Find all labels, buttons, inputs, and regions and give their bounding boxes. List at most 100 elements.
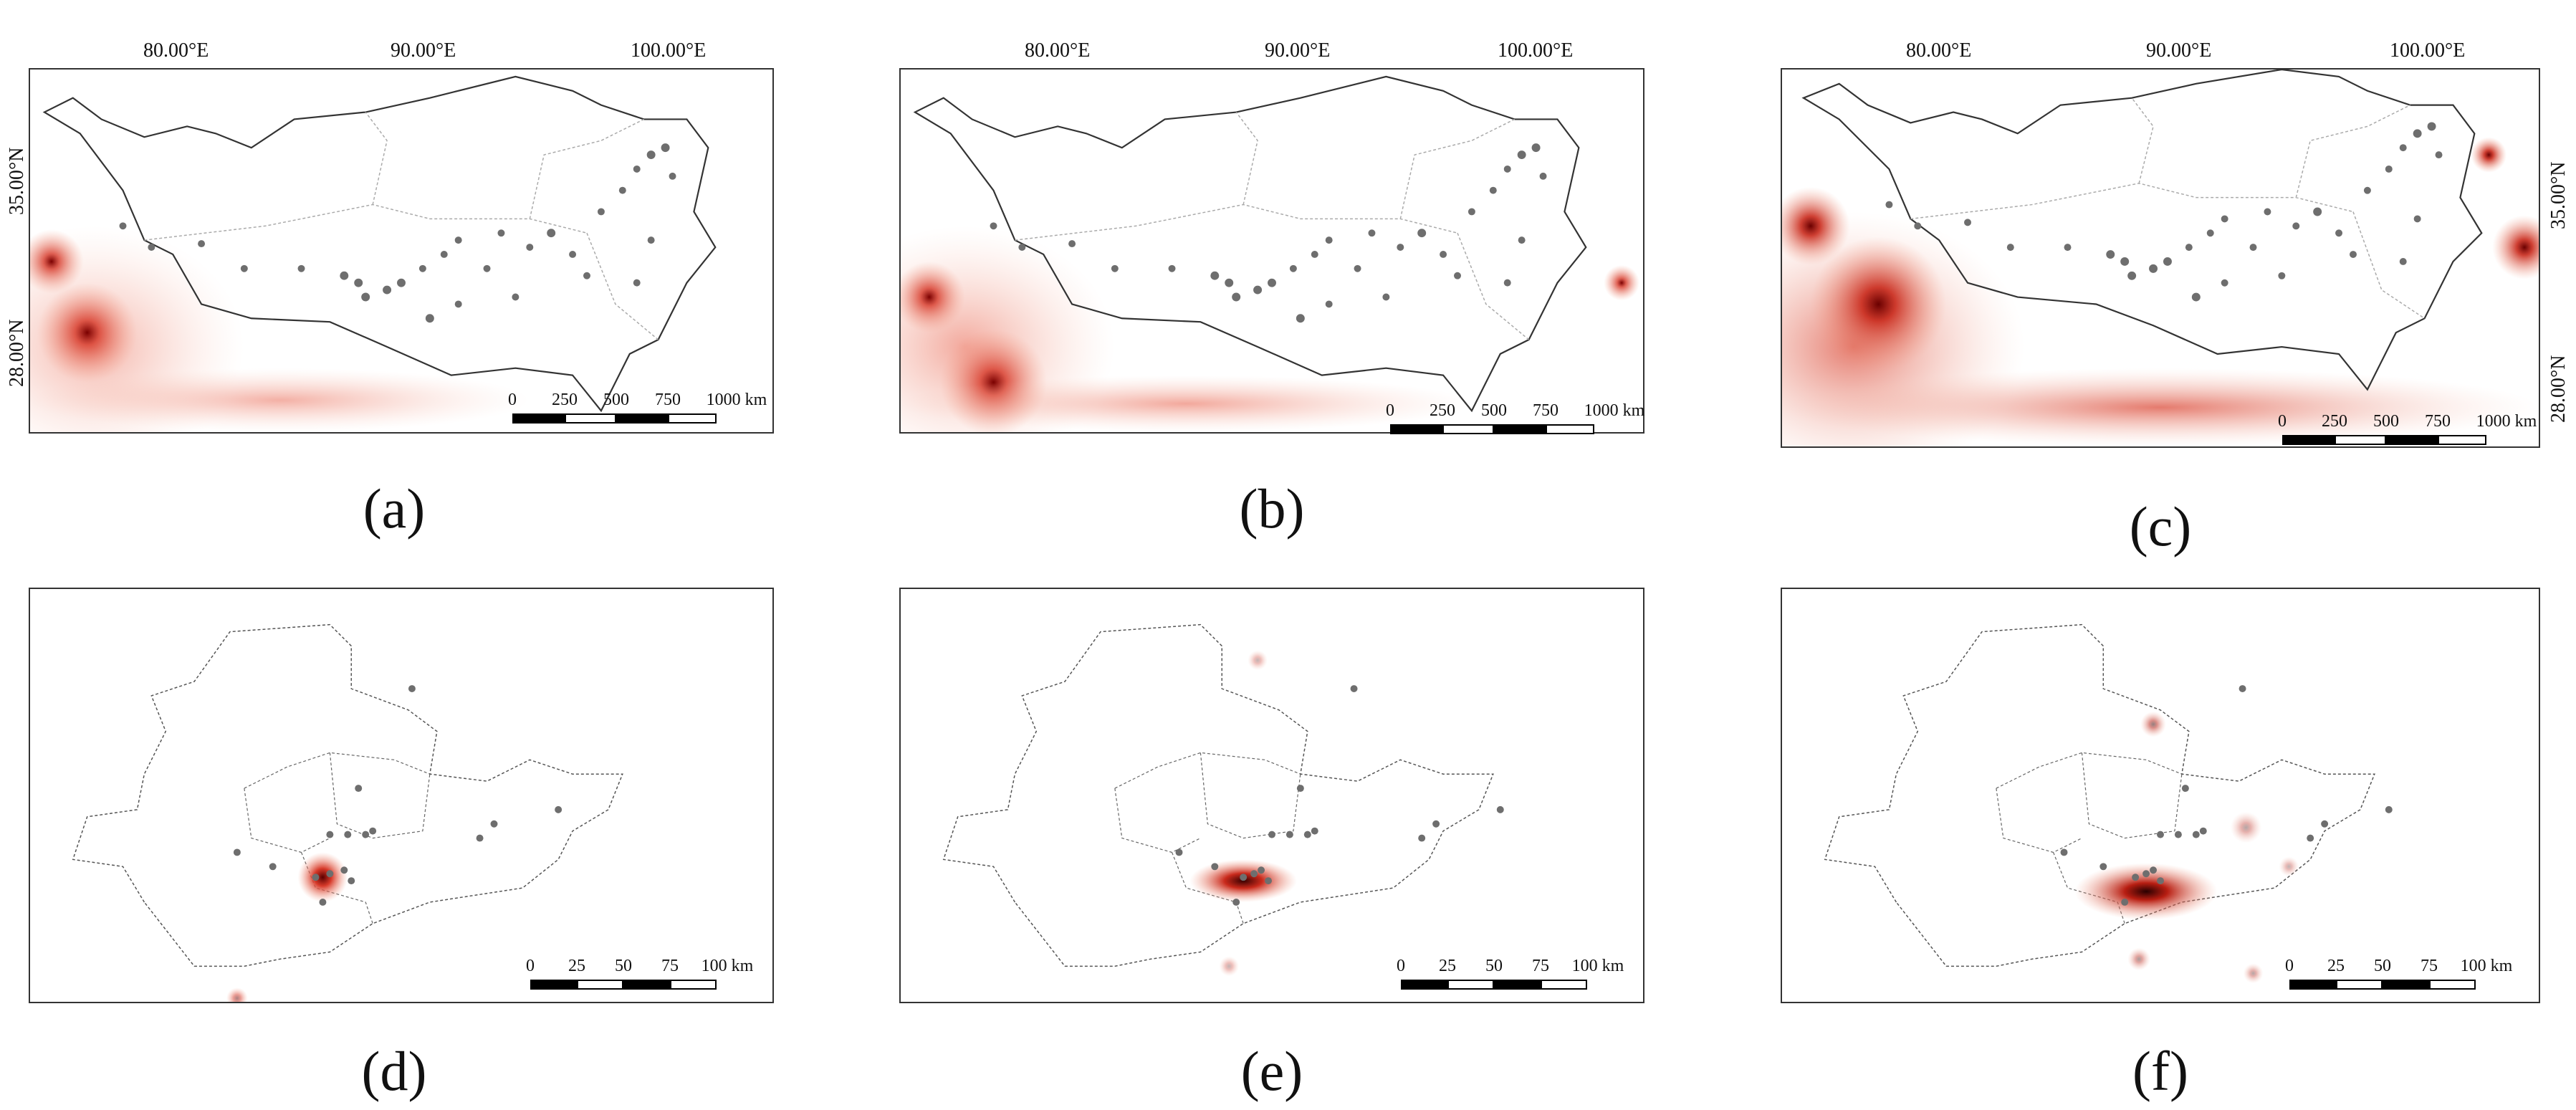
scalebar-c-1000: 1000 km xyxy=(2476,412,2537,431)
nightlight-hotspot-c1 xyxy=(1810,236,1947,372)
scalebar-e-25: 25 xyxy=(1439,957,1456,975)
nightlight-edge-d xyxy=(226,987,248,1002)
region-outline-f xyxy=(1824,623,2375,967)
scalebar-b-seg4 xyxy=(1546,424,1594,434)
scalebar-a-0: 0 xyxy=(508,391,517,409)
scalebar-c-seg3 xyxy=(2386,435,2438,445)
scalebar-c-seg1 xyxy=(2282,435,2335,445)
nightlight-spot-f2 xyxy=(2230,811,2262,843)
scalebar-b-750: 750 xyxy=(1533,401,1558,420)
scalebar-b-seg2 xyxy=(1442,424,1494,434)
scalebar-a-seg2 xyxy=(565,413,616,424)
map-f xyxy=(1824,623,2393,984)
lat-label-a-28: 28.00°N xyxy=(6,319,28,387)
nightlight-hotspot-b2 xyxy=(901,261,965,333)
scalebar-d-seg2 xyxy=(577,980,623,990)
scalebar-e-seg1 xyxy=(1401,980,1447,990)
nightlight-south-b xyxy=(901,375,1472,432)
scalebar-e-seg4 xyxy=(1541,980,1587,990)
sample-sites-a xyxy=(119,143,676,323)
lon-label-b-90: 90.00°E xyxy=(1265,39,1331,62)
scalebar-f: 0 25 50 75 100 km xyxy=(2285,957,2512,992)
province-borders-b xyxy=(1015,112,1530,340)
scalebar-e-75: 75 xyxy=(1532,957,1549,975)
nightlight-core-e xyxy=(1189,859,1297,902)
scalebar-c-500: 500 xyxy=(2373,412,2399,431)
scalebar-d-100: 100 km xyxy=(701,957,754,975)
scalebar-c: 0 250 500 750 1000 km xyxy=(2278,412,2537,448)
lon-label-b-80: 80.00°E xyxy=(1025,39,1091,62)
tibet-plateau-boundary-b xyxy=(913,75,1587,413)
scalebar-e-100: 100 km xyxy=(1571,957,1624,975)
map-d xyxy=(72,623,623,1002)
lon-label-b-100: 100.00°E xyxy=(1498,39,1574,62)
scalebar-c-250: 250 xyxy=(2322,412,2347,431)
scalebar-a-1000: 1000 km xyxy=(706,391,767,409)
nightlight-core-f xyxy=(2074,863,2218,920)
nightlight-hotspot-b3 xyxy=(1604,264,1640,301)
scalebar-a: 0 250 500 750 1000 km xyxy=(508,391,767,426)
scalebar-b-seg1 xyxy=(1390,424,1442,434)
map-frame-b xyxy=(899,68,1644,434)
nightlight-spot-f5 xyxy=(2279,856,2299,877)
lon-label-a-100: 100.00°E xyxy=(631,39,707,62)
scalebar-e-50: 50 xyxy=(1485,957,1503,975)
scalebar-a-seg3 xyxy=(616,413,668,424)
sample-sites-e xyxy=(1175,685,1504,906)
scalebar-d-seg4 xyxy=(670,980,717,990)
map-frame-c xyxy=(1781,68,2540,448)
scalebar-c-seg2 xyxy=(2335,435,2386,445)
map-frame-f xyxy=(1781,588,2540,1003)
scalebar-d: 0 25 50 75 100 km xyxy=(526,957,753,992)
lat-label-a-35: 35.00°N xyxy=(6,147,28,215)
scalebar-b-1000: 1000 km xyxy=(1584,401,1645,420)
scalebar-e-0: 0 xyxy=(1397,957,1405,975)
lon-label-c-90: 90.00°E xyxy=(2146,39,2212,62)
nightlight-hotspot-a2 xyxy=(30,229,84,294)
scalebar-b: 0 250 500 750 1000 km xyxy=(1386,401,1644,437)
scalebar-d-seg1 xyxy=(530,980,577,990)
scalebar-f-seg2 xyxy=(2336,980,2383,990)
panel-letter-f: (f) xyxy=(2132,1040,2188,1102)
panel-letter-a: (a) xyxy=(363,477,426,540)
nightlight-spot-f1 xyxy=(2140,711,2166,737)
scalebar-e: 0 25 50 75 100 km xyxy=(1397,957,1624,992)
nightlight-core-d xyxy=(297,852,348,902)
nightlight-hotspot-a1 xyxy=(37,282,138,383)
district-borders-d xyxy=(244,752,431,924)
sample-sites-c xyxy=(1885,122,2443,302)
nightlight-hotspot-c3 xyxy=(2492,215,2539,279)
nightlight-hotspot-c2 xyxy=(1782,186,1850,265)
region-outline-d xyxy=(72,623,623,967)
province-borders-a xyxy=(144,112,659,340)
scalebar-a-750: 750 xyxy=(655,391,681,409)
district-borders-e xyxy=(1114,752,1301,924)
nightlight-spot-e1 xyxy=(1248,650,1268,671)
scalebar-a-seg1 xyxy=(512,413,565,424)
district-borders-f xyxy=(1996,752,2183,924)
nightlight-south-a xyxy=(30,368,530,432)
scalebar-b-seg3 xyxy=(1494,424,1546,434)
scalebar-a-250: 250 xyxy=(552,391,578,409)
scalebar-d-75: 75 xyxy=(661,957,679,975)
scalebar-f-100: 100 km xyxy=(2460,957,2513,975)
map-frame-d xyxy=(29,588,774,1003)
map-c xyxy=(1782,70,2539,446)
scalebar-d-25: 25 xyxy=(568,957,585,975)
scalebar-d-50: 50 xyxy=(615,957,632,975)
nightlight-spot-f4 xyxy=(2243,963,2264,984)
map-frame-e xyxy=(899,588,1644,1003)
scalebar-f-seg4 xyxy=(2429,980,2476,990)
sample-sites-d xyxy=(233,685,562,906)
lon-label-a-90: 90.00°E xyxy=(391,39,456,62)
scalebar-d-0: 0 xyxy=(526,957,535,975)
scalebar-d-seg3 xyxy=(623,980,670,990)
scalebar-c-750: 750 xyxy=(2425,412,2451,431)
lat-label-c-28: 28.00°N xyxy=(2547,355,2570,423)
scalebar-f-25: 25 xyxy=(2327,957,2345,975)
scalebar-e-seg3 xyxy=(1494,980,1541,990)
nightlight-spot-f3 xyxy=(2127,947,2151,971)
map-e xyxy=(942,623,1504,977)
scalebar-f-75: 75 xyxy=(2421,957,2438,975)
scalebar-a-seg4 xyxy=(668,413,717,424)
